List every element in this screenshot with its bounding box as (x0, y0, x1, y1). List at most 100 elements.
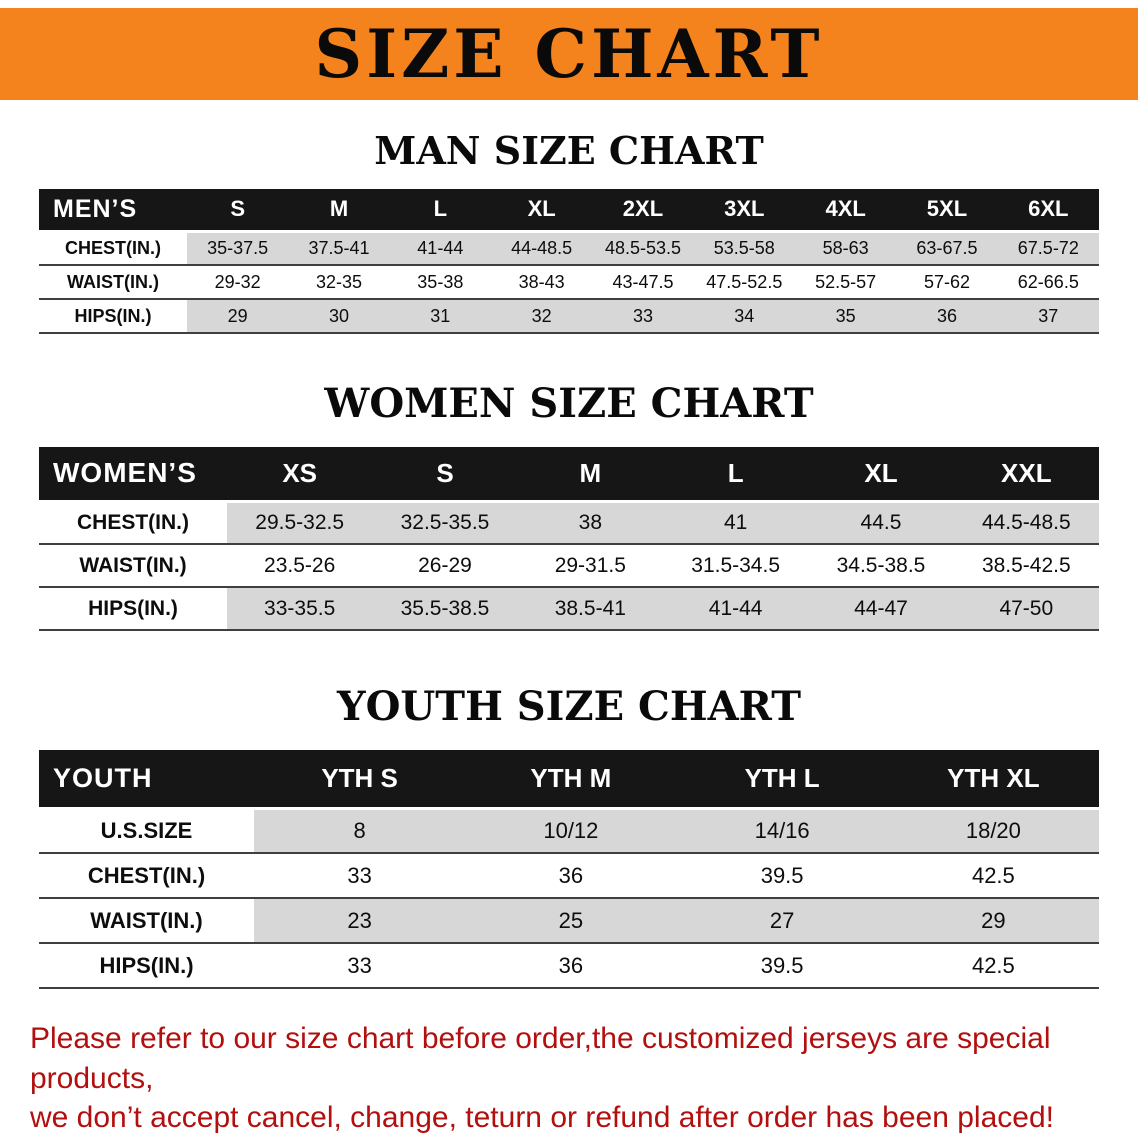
column-header: YTH M (465, 750, 677, 810)
size-value-cell: 39.5 (676, 943, 888, 989)
size-value-cell: 53.5-58 (693, 231, 795, 266)
man-size-heading: MAN SIZE CHART (374, 128, 764, 173)
size-value-cell: 67.5-72 (997, 231, 1099, 266)
size-value-cell: 57-62 (896, 265, 998, 300)
size-value-cell: 39.5 (676, 853, 888, 899)
size-value-cell: 27 (676, 898, 888, 944)
size-value-cell: 35.5-38.5 (372, 587, 518, 631)
youth-size-heading: YOUTH SIZE CHART (337, 683, 801, 730)
table-row: HIPS(IN.) 33 36 39.5 42.5 (39, 943, 1099, 989)
size-value-cell: 29-32 (187, 265, 289, 300)
size-value-cell: 34 (693, 299, 795, 334)
row-label: HIPS(IN.) (39, 587, 227, 631)
size-value-cell: 35-37.5 (187, 231, 289, 266)
table-head: YOUTH YTH S YTH M YTH L YTH XL (39, 750, 1099, 810)
size-value-cell: 35-38 (389, 265, 491, 300)
column-header: 6XL (997, 189, 1099, 233)
table-body: CHEST(IN.) 29.5-32.5 32.5-35.5 38 41 44.5 44.5… (39, 501, 1099, 631)
table-body: CHEST(IN.) 35-37.5 37.5-41 41-44 44-48.5 48.5… (39, 231, 1099, 334)
size-value-cell: 8 (254, 808, 466, 854)
man-size-section: MAN SIZE CHART MEN’S S M L XL 2XL 3XL 4XL 5XL 6XL… (0, 128, 1138, 334)
size-value-cell: 25 (465, 898, 677, 944)
size-value-cell: 33 (592, 299, 694, 334)
table-head: WOMEN’S XS S M L XL XXL (39, 447, 1099, 503)
column-header: 5XL (896, 189, 998, 233)
size-value-cell: 44-48.5 (490, 231, 593, 266)
size-value-cell: 26-29 (372, 544, 518, 588)
row-label: WAIST(IN.) (39, 544, 227, 588)
row-label: CHEST(IN.) (39, 501, 227, 545)
size-value-cell: 44.5-48.5 (953, 501, 1099, 545)
size-value-cell: 38.5-42.5 (953, 544, 1099, 588)
order-policy-line-2: we don’t accept cancel, change, teturn o… (30, 1101, 1054, 1135)
size-value-cell: 31.5-34.5 (662, 544, 809, 588)
size-value-cell: 10/12 (465, 808, 677, 854)
column-header: 3XL (693, 189, 795, 233)
table-body: U.S.SIZE 8 10/12 14/16 18/20 CHEST(IN.) 33 36 39… (39, 808, 1099, 989)
size-value-cell: 34.5-38.5 (808, 544, 954, 588)
size-value-cell: 52.5-57 (794, 265, 897, 300)
size-value-cell: 29 (187, 299, 289, 334)
row-label: HIPS(IN.) (39, 299, 187, 334)
size-value-cell: 38 (517, 501, 663, 545)
table-header-row: YOUTH YTH S YTH M YTH L YTH XL (39, 750, 1099, 810)
size-value-cell: 62-66.5 (997, 265, 1099, 300)
size-value-cell: 32.5-35.5 (372, 501, 518, 545)
row-label: U.S.SIZE (39, 808, 254, 854)
size-value-cell: 14/16 (676, 808, 888, 854)
size-chart-banner: SIZE CHART (0, 8, 1138, 100)
size-value-cell: 47.5-52.5 (693, 265, 795, 300)
order-policy-note: Please refer to our size chart before or… (0, 1019, 1138, 1138)
column-header: M (517, 447, 663, 503)
column-header: XS (227, 447, 373, 503)
table-row: CHEST(IN.) 35-37.5 37.5-41 41-44 44-48.5 48.5… (39, 231, 1099, 266)
youth-size-table: YOUTH YTH S YTH M YTH L YTH XL U.S.SIZE 8 10/12… (39, 750, 1099, 989)
row-label: CHEST(IN.) (39, 231, 187, 266)
size-value-cell: 37.5-41 (288, 231, 390, 266)
size-value-cell: 63-67.5 (896, 231, 998, 266)
column-header: XXL (953, 447, 1099, 503)
table-header-row: WOMEN’S XS S M L XL XXL (39, 447, 1099, 503)
size-value-cell: 47-50 (953, 587, 1099, 631)
column-header: XL (490, 189, 593, 233)
size-value-cell: 37 (997, 299, 1099, 334)
row-label: CHEST(IN.) (39, 853, 254, 899)
size-value-cell: 36 (465, 853, 677, 899)
women-size-table: WOMEN’S XS S M L XL XXL CHEST(IN.) 29.5-32.5 32.5… (39, 447, 1099, 631)
column-header: M (288, 189, 390, 233)
table-header-row: MEN’S S M L XL 2XL 3XL 4XL 5XL 6XL (39, 189, 1099, 233)
size-value-cell: 30 (288, 299, 390, 334)
size-value-cell: 36 (896, 299, 998, 334)
order-policy-line-1: Please refer to our size chart before or… (30, 1022, 1051, 1095)
row-label: WAIST(IN.) (39, 265, 187, 300)
size-value-cell: 36 (465, 943, 677, 989)
row-label: WAIST(IN.) (39, 898, 254, 944)
column-header: YTH S (254, 750, 466, 810)
size-value-cell: 23 (254, 898, 466, 944)
column-header: 2XL (592, 189, 694, 233)
youth-size-section: YOUTH SIZE CHART YOUTH YTH S YTH M YTH L YTH… (0, 683, 1138, 989)
size-value-cell: 23.5-26 (227, 544, 373, 588)
women-size-section: WOMEN SIZE CHART WOMEN’S XS S M L XL XXL CHEST(… (0, 380, 1138, 631)
size-value-cell: 33 (254, 853, 466, 899)
size-value-cell: 41-44 (389, 231, 491, 266)
table-row: HIPS(IN.) 33-35.5 35.5-38.5 38.5-41 41-44 44-… (39, 587, 1099, 631)
size-value-cell: 18/20 (887, 808, 1099, 854)
table-title-cell: MEN’S (39, 189, 187, 233)
women-size-heading: WOMEN SIZE CHART (324, 380, 814, 427)
size-chart-page: { "banner": { "title": "SIZE CHART" }, "… (0, 8, 1138, 1140)
size-value-cell: 29 (887, 898, 1099, 944)
row-label: HIPS(IN.) (39, 943, 254, 989)
size-value-cell: 48.5-53.5 (592, 231, 694, 266)
size-value-cell: 38.5-41 (517, 587, 663, 631)
size-value-cell: 33-35.5 (227, 587, 373, 631)
table-title-cell: WOMEN’S (39, 447, 227, 503)
size-value-cell: 41 (662, 501, 809, 545)
column-header: YTH L (676, 750, 888, 810)
size-value-cell: 44-47 (808, 587, 954, 631)
column-header: S (372, 447, 518, 503)
table-head: MEN’S S M L XL 2XL 3XL 4XL 5XL 6XL (39, 189, 1099, 233)
size-value-cell: 42.5 (887, 943, 1099, 989)
table-row: CHEST(IN.) 33 36 39.5 42.5 (39, 853, 1099, 899)
column-header: XL (808, 447, 954, 503)
